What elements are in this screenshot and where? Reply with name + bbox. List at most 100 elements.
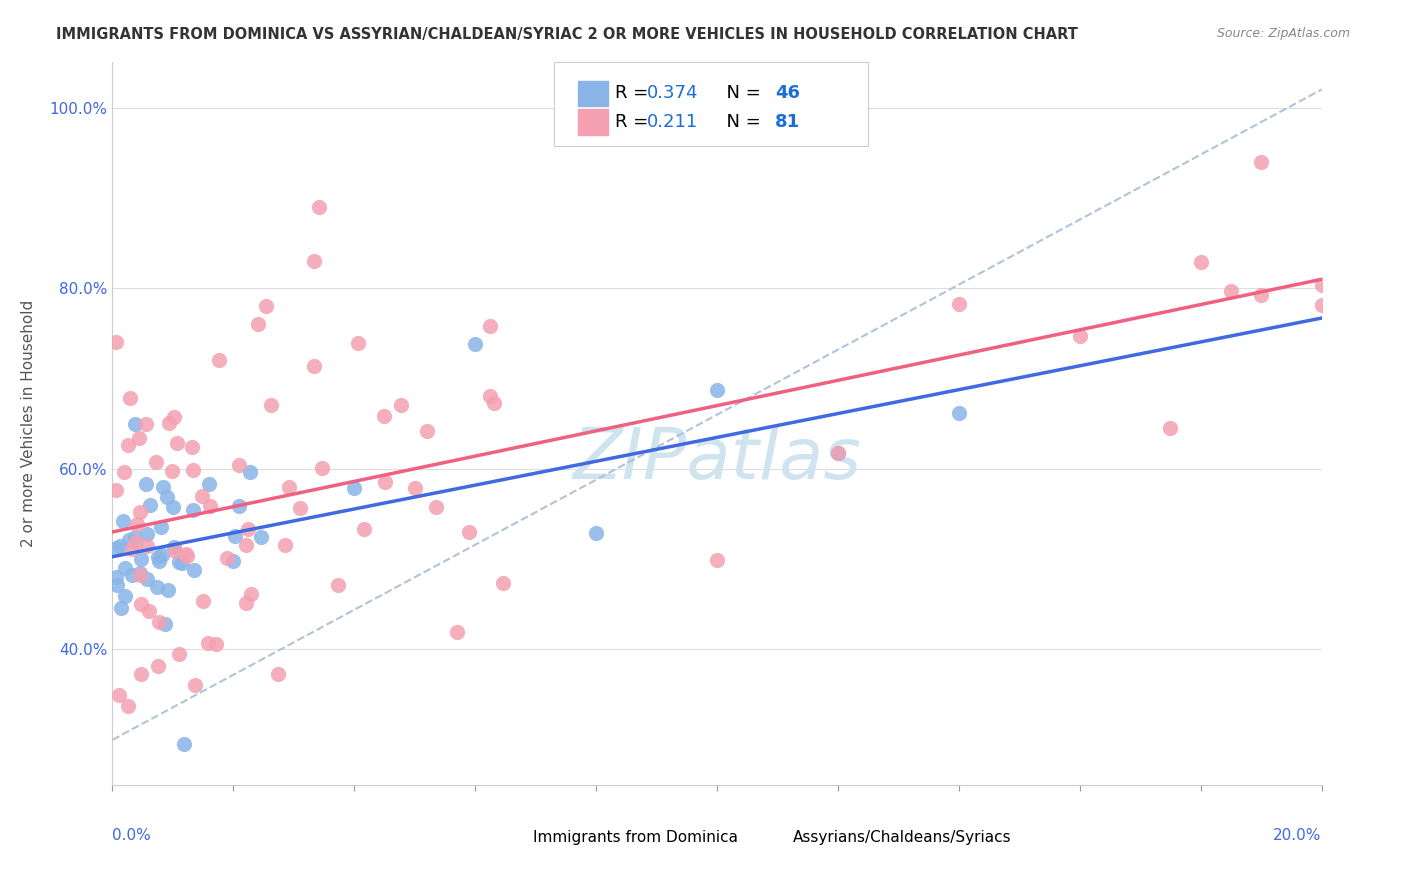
- Point: [129, 568, 152, 582]
- Point: [127, 517, 149, 532]
- Text: 0.0%: 0.0%: [112, 829, 152, 843]
- Point: [1159, 421, 1181, 435]
- Text: 0.374: 0.374: [647, 84, 699, 103]
- Point: [191, 593, 214, 607]
- Point: [373, 409, 395, 423]
- Point: [326, 578, 349, 592]
- Text: 0.211: 0.211: [647, 113, 699, 131]
- Point: [1250, 287, 1272, 301]
- Point: [389, 398, 412, 412]
- Point: [308, 200, 330, 214]
- Point: [491, 575, 513, 590]
- Point: [184, 677, 207, 691]
- Point: [827, 446, 849, 460]
- Point: [1310, 298, 1333, 312]
- Point: [104, 335, 127, 350]
- Point: [138, 604, 160, 618]
- Point: [176, 547, 198, 561]
- Point: [136, 527, 159, 541]
- Text: N =: N =: [714, 113, 766, 131]
- Point: [228, 458, 250, 473]
- Point: [482, 395, 505, 409]
- Point: [585, 525, 607, 540]
- Text: Source: ZipAtlas.com: Source: ZipAtlas.com: [1216, 27, 1350, 40]
- Point: [170, 556, 193, 570]
- FancyBboxPatch shape: [759, 827, 786, 848]
- Point: [343, 481, 366, 495]
- Point: [464, 337, 486, 351]
- Point: [128, 431, 150, 445]
- Point: [112, 465, 135, 479]
- Point: [197, 636, 219, 650]
- Point: [148, 615, 170, 630]
- Point: [139, 498, 162, 512]
- Text: IMMIGRANTS FROM DOMINICA VS ASSYRIAN/CHALDEAN/SYRIAC 2 OR MORE VEHICLES IN HOUSE: IMMIGRANTS FROM DOMINICA VS ASSYRIAN/CHA…: [56, 27, 1078, 42]
- Point: [157, 583, 180, 598]
- Point: [145, 455, 167, 469]
- Text: N =: N =: [714, 84, 766, 103]
- Point: [146, 659, 169, 673]
- Point: [121, 542, 143, 557]
- Text: 81: 81: [775, 113, 800, 131]
- FancyBboxPatch shape: [578, 110, 609, 135]
- FancyBboxPatch shape: [499, 827, 526, 848]
- Point: [128, 505, 150, 519]
- Point: [479, 389, 502, 403]
- Point: [167, 648, 190, 662]
- Point: [827, 445, 849, 459]
- Point: [246, 318, 269, 332]
- Point: [176, 549, 198, 563]
- Point: [104, 570, 127, 584]
- Point: [1310, 277, 1333, 292]
- Point: [302, 359, 325, 373]
- Point: [235, 597, 257, 611]
- Point: [173, 737, 195, 751]
- Point: [288, 501, 311, 516]
- Point: [236, 523, 259, 537]
- Y-axis label: 2 or more Vehicles in Household: 2 or more Vehicles in Household: [21, 300, 35, 548]
- Point: [706, 383, 728, 397]
- Point: [183, 562, 205, 576]
- Point: [114, 561, 136, 575]
- Point: [156, 491, 179, 505]
- Point: [131, 597, 153, 611]
- Point: [217, 550, 239, 565]
- Point: [129, 566, 152, 580]
- Point: [1220, 284, 1243, 298]
- Point: [425, 500, 447, 514]
- Point: [267, 667, 290, 681]
- Point: [311, 461, 333, 475]
- Point: [107, 688, 129, 702]
- Point: [1069, 329, 1091, 343]
- Point: [948, 406, 970, 420]
- Point: [163, 410, 186, 425]
- Point: [136, 540, 159, 554]
- Point: [124, 417, 146, 432]
- Point: [129, 552, 152, 566]
- Point: [948, 297, 970, 311]
- Point: [249, 531, 271, 545]
- Point: [706, 553, 728, 567]
- Point: [104, 541, 127, 555]
- Point: [125, 534, 148, 549]
- Point: [136, 572, 159, 586]
- Point: [104, 483, 127, 497]
- Point: [404, 481, 426, 495]
- Point: [208, 353, 231, 368]
- Point: [129, 667, 152, 681]
- Point: [150, 548, 173, 562]
- Point: [224, 529, 246, 543]
- Text: Assyrians/Chaldeans/Syriacs: Assyrians/Chaldeans/Syriacs: [793, 830, 1012, 846]
- Point: [1189, 255, 1212, 269]
- Point: [198, 476, 221, 491]
- Point: [117, 438, 139, 452]
- Point: [254, 299, 277, 313]
- Point: [416, 424, 439, 438]
- Text: 20.0%: 20.0%: [1274, 829, 1322, 843]
- Point: [148, 549, 170, 564]
- Point: [105, 577, 128, 591]
- Point: [260, 398, 283, 412]
- Text: Immigrants from Dominica: Immigrants from Dominica: [533, 830, 738, 846]
- Text: R =: R =: [616, 84, 654, 103]
- Text: ZIPatlas: ZIPatlas: [572, 425, 862, 494]
